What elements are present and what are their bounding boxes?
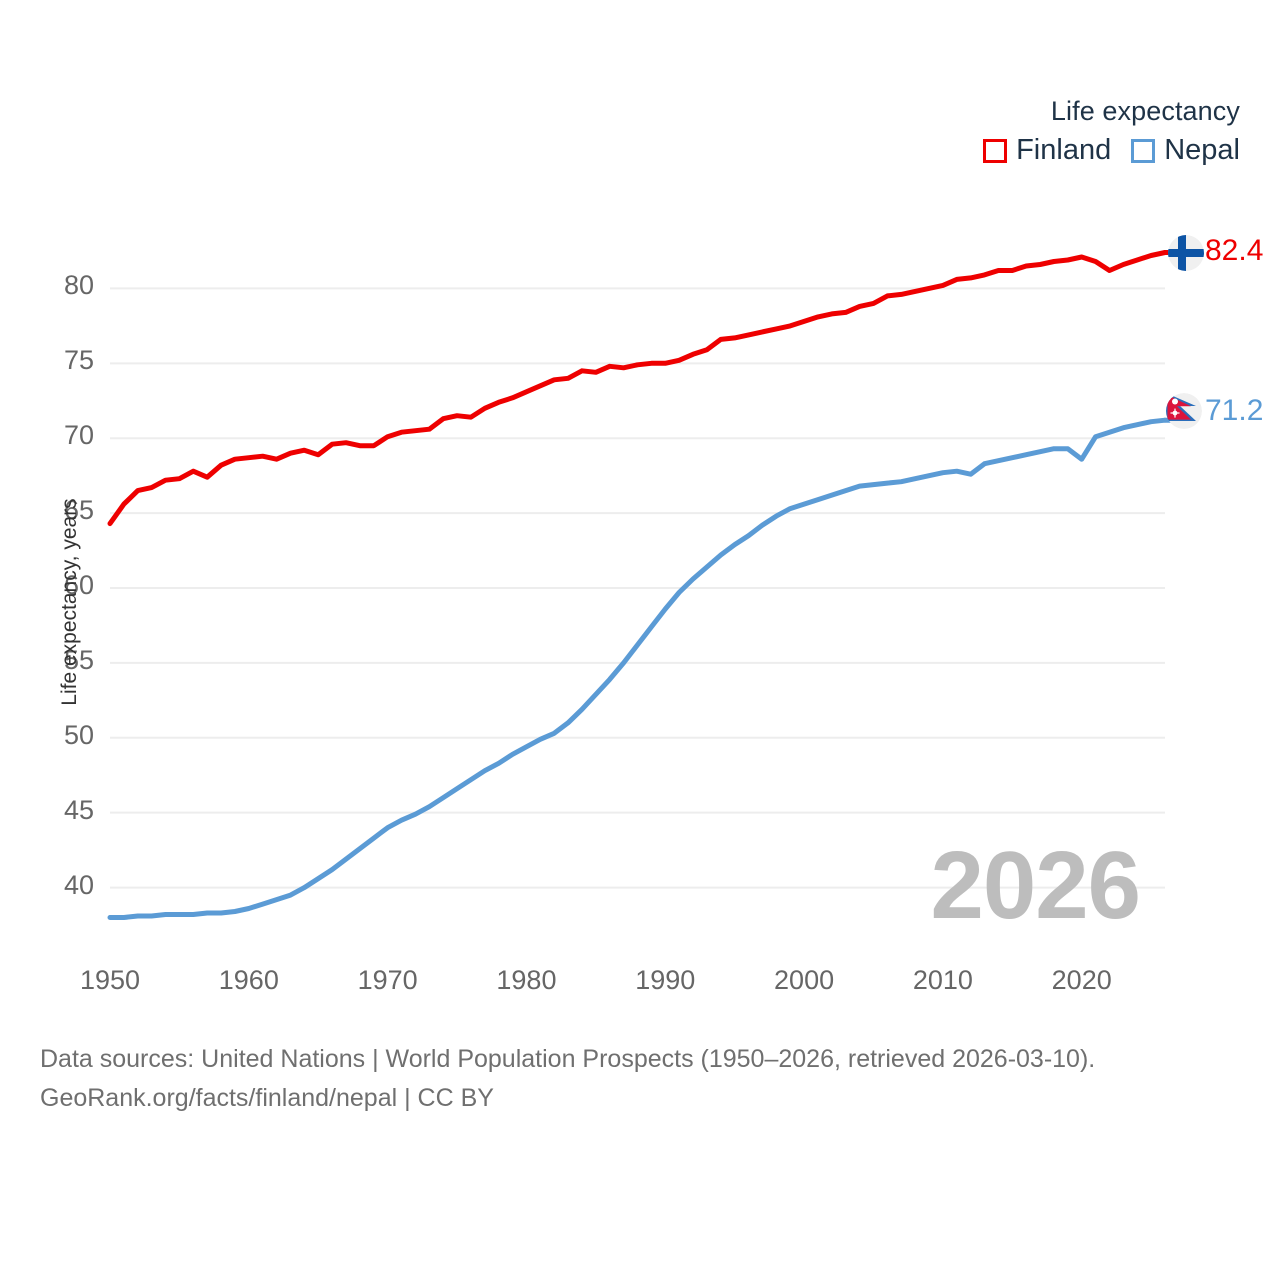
- legend-item-nepal[interactable]: Nepal: [1131, 136, 1240, 165]
- y-tick-label: 45: [63, 794, 94, 825]
- y-tick-label: 50: [63, 719, 94, 750]
- y-tick-label: 75: [63, 345, 94, 376]
- y-tick-label: 55: [63, 644, 94, 675]
- x-tick-label: 1980: [496, 965, 557, 995]
- x-tick-label: 2020: [1051, 965, 1112, 995]
- year-watermark: 2026: [930, 832, 1141, 939]
- legend-item-finland[interactable]: Finland: [983, 136, 1111, 165]
- gridlines: [110, 287, 1165, 889]
- y-tick-label: 80: [63, 270, 94, 301]
- legend-label-nepal: Nepal: [1164, 134, 1240, 167]
- y-axis-title: Life expectancy, years: [58, 498, 81, 706]
- x-tick-label: 1990: [635, 965, 696, 995]
- x-tick-label: 2000: [774, 965, 835, 995]
- legend-swatch-nepal: [1131, 138, 1156, 163]
- x-tick-label: 1960: [218, 965, 279, 995]
- finland-end-value: 82.4: [1205, 234, 1264, 267]
- y-tick-label: 60: [63, 570, 94, 600]
- x-tick-label: 1950: [79, 965, 141, 995]
- finland-flag-icon: [1168, 235, 1204, 271]
- series-line-nepal: [107, 417, 1168, 920]
- footer-credits: Data sources: United Nations | World Pop…: [40, 1040, 1240, 1118]
- series-line-finland: [107, 250, 1168, 527]
- nepal-flag-icon: [1166, 393, 1202, 429]
- legend-title: Life expectancy: [1050, 96, 1240, 126]
- x-tick-label: 2010: [912, 965, 973, 995]
- legend-swatch-finland: [983, 138, 1008, 163]
- y-tick-label: 65: [63, 495, 94, 526]
- nepal-end-value: 71.2: [1205, 394, 1264, 427]
- legend: Life expectancy Finland Nepal: [983, 96, 1240, 165]
- legend-label-finland: Finland: [1016, 134, 1112, 167]
- x-tick-label: 1970: [357, 965, 418, 995]
- footer-line-1: Data sources: United Nations | World Pop…: [40, 1045, 1096, 1073]
- y-tick-label: 40: [63, 869, 94, 900]
- footer-line-2: GeoRank.org/facts/finland/nepal | CC BY: [40, 1083, 494, 1112]
- y-tick-label: 70: [63, 420, 94, 451]
- legend-items: Finland Nepal: [983, 136, 1240, 165]
- series-lines: [107, 249, 1190, 920]
